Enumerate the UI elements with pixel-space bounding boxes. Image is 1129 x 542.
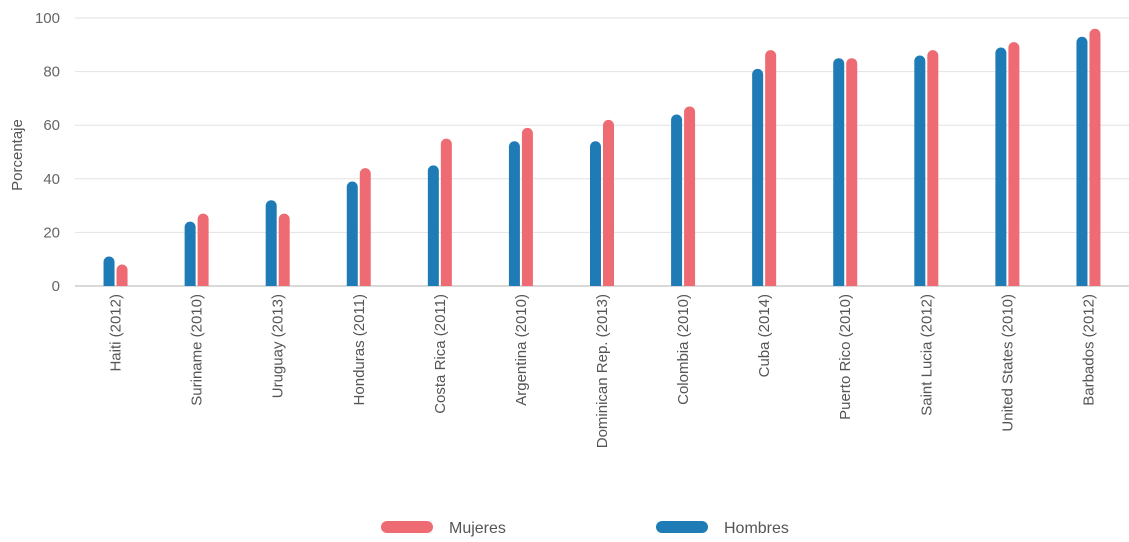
bar-mujeres bbox=[1008, 42, 1020, 286]
x-tick-label: Argentina (2010) bbox=[513, 294, 530, 406]
bar-mujeres bbox=[765, 50, 777, 286]
bar-mujeres bbox=[359, 168, 371, 286]
y-tick-label: 60 bbox=[43, 117, 60, 134]
x-tick-label: Costa Rica (2011) bbox=[432, 294, 449, 414]
bar-mujeres bbox=[927, 50, 939, 286]
bar-mujeres bbox=[440, 138, 452, 286]
x-tick-label: Colombia (2010) bbox=[675, 294, 692, 405]
bar-hombres bbox=[346, 181, 358, 286]
bar-mujeres bbox=[603, 119, 614, 286]
x-tick-label: Honduras (2011) bbox=[351, 294, 368, 405]
x-tick-label: Barbados (2012) bbox=[1080, 294, 1097, 406]
bar-hombres bbox=[995, 47, 1007, 286]
bar-mujeres bbox=[278, 213, 290, 286]
bar-hombres bbox=[1076, 36, 1088, 286]
x-tick-label: Haiti (2012) bbox=[108, 294, 125, 372]
bar-mujeres bbox=[846, 58, 858, 286]
y-tick-labels: 0 20 40 60 80 100 bbox=[35, 10, 60, 295]
legend-swatch-mujeres bbox=[381, 521, 433, 533]
bar-mujeres bbox=[521, 127, 533, 286]
x-tick-label: Cuba (2014) bbox=[756, 294, 773, 377]
bar-hombres bbox=[184, 221, 196, 286]
x-tick-label: Dominican Rep. (2013) bbox=[594, 294, 611, 448]
bars bbox=[103, 28, 1101, 286]
y-tick-label: 0 bbox=[52, 278, 60, 295]
bar-mujeres bbox=[197, 213, 209, 286]
y-tick-label: 20 bbox=[43, 224, 60, 241]
x-tick-label: Suriname (2010) bbox=[189, 294, 206, 406]
bar-hombres bbox=[427, 165, 439, 286]
x-tick-label: Saint Lucia (2012) bbox=[918, 294, 935, 416]
bar-hombres bbox=[914, 55, 926, 286]
x-tick-label: United States (2010) bbox=[999, 294, 1016, 432]
y-tick-label: 80 bbox=[43, 64, 60, 81]
bar-hombres bbox=[590, 141, 601, 286]
y-tick-label: 100 bbox=[35, 10, 60, 27]
y-axis-title: Porcentaje bbox=[9, 119, 26, 191]
x-tick-label: Uruguay (2013) bbox=[270, 294, 287, 398]
legend: Mujeres Hombres bbox=[381, 520, 789, 537]
legend-swatch-hombres bbox=[656, 521, 708, 533]
bar-mujeres bbox=[1089, 28, 1101, 286]
bar-mujeres bbox=[684, 106, 696, 286]
bar-hombres bbox=[508, 141, 520, 286]
bar-hombres bbox=[752, 68, 764, 286]
grid-lines bbox=[75, 17, 1129, 287]
bar-hombres bbox=[833, 58, 845, 286]
bar-hombres bbox=[103, 256, 115, 286]
bar-mujeres bbox=[116, 264, 128, 286]
x-tick-labels: Haiti (2012) Suriname (2010) Uruguay (2013… bbox=[108, 294, 1098, 448]
bar-hombres bbox=[265, 200, 277, 286]
legend-label-mujeres: Mujeres bbox=[449, 520, 506, 537]
y-tick-label: 40 bbox=[43, 171, 60, 188]
bar-hombres bbox=[671, 114, 683, 286]
legend-label-hombres: Hombres bbox=[724, 520, 789, 537]
x-tick-label: Puerto Rico (2010) bbox=[837, 294, 854, 420]
